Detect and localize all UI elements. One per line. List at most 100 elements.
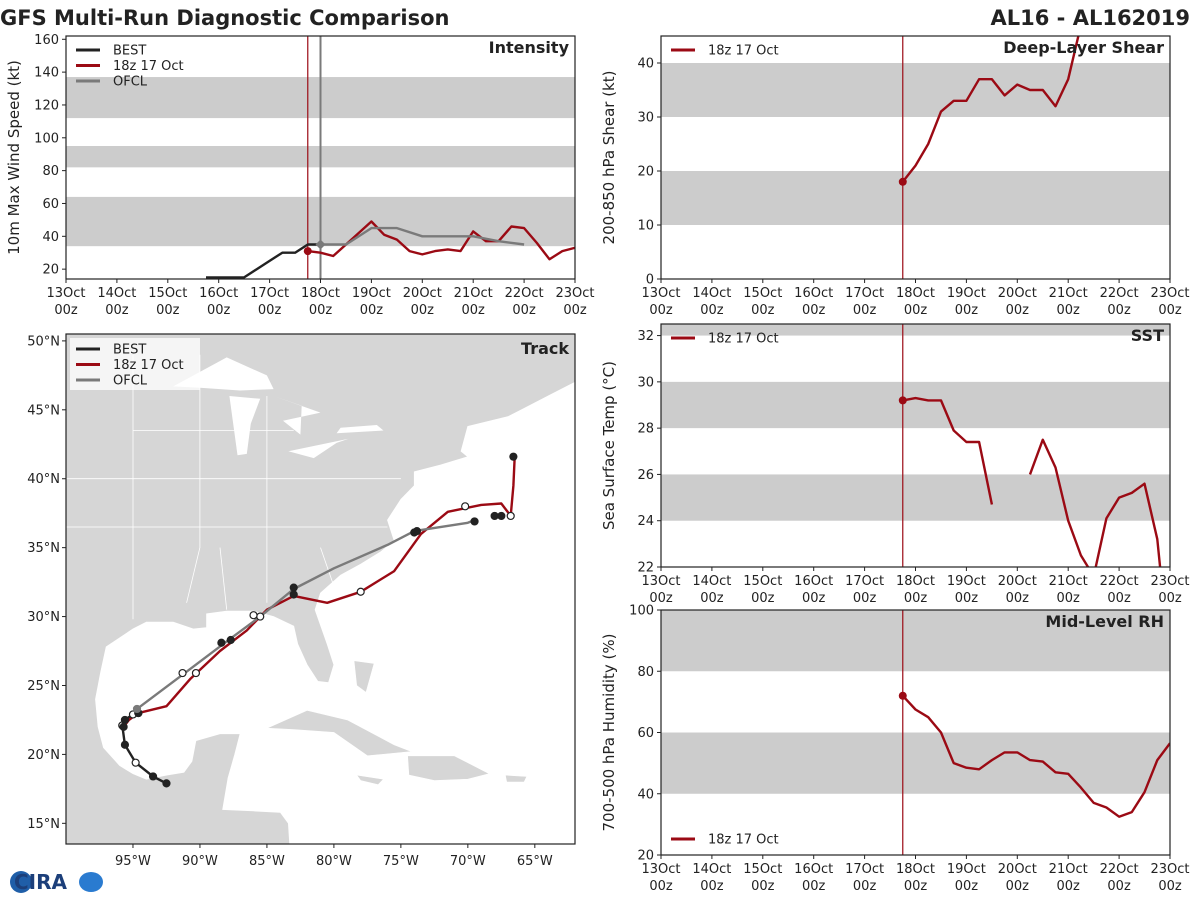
intensity-xtick-label-9: 22Oct bbox=[505, 286, 544, 301]
track-point-3-6 bbox=[461, 502, 470, 511]
intensity-series-1 bbox=[307, 220, 575, 261]
rh-xtick-sublabel-6: 00z bbox=[955, 879, 979, 894]
intensity-xtick-label-5: 18Oct bbox=[301, 286, 340, 301]
sst-xtick-label-0: 13Oct bbox=[641, 574, 680, 589]
track-point-2-5 bbox=[470, 517, 479, 526]
intensity-xtick-label-10: 23Oct bbox=[555, 286, 594, 301]
sst-xtick-sublabel-6: 00z bbox=[955, 591, 979, 606]
shear-xtick-label-1: 14Oct bbox=[692, 286, 731, 301]
track-ytick-label-5: 40°N bbox=[27, 472, 60, 487]
track-point-1-3 bbox=[497, 511, 506, 521]
rh-xtick-label-0: 13Oct bbox=[641, 862, 680, 877]
rh-series-0 bbox=[901, 694, 1170, 818]
shear-ytick-label-1: 10 bbox=[637, 219, 654, 234]
shear-xtick-label-4: 17Oct bbox=[845, 286, 884, 301]
sst-xtick-label-2: 15Oct bbox=[743, 574, 782, 589]
intensity-xtick-sublabel-10: 00z bbox=[563, 303, 587, 318]
track-xtick-label-5: 70°W bbox=[450, 854, 486, 869]
rh-xtick-label-10: 23Oct bbox=[1150, 862, 1189, 877]
sst-ytick-label-1: 24 bbox=[637, 514, 654, 529]
track-ytick-label-3: 30°N bbox=[27, 610, 60, 625]
sst-band-2 bbox=[661, 324, 1170, 336]
rh-ytick-label-1: 40 bbox=[637, 787, 654, 802]
track-ytick-label-1: 20°N bbox=[27, 748, 60, 763]
track-point-2-3 bbox=[289, 583, 298, 592]
intensity-xtick-label-7: 20Oct bbox=[403, 286, 442, 301]
track-frame bbox=[65, 333, 576, 845]
intensity-ytick-label-3: 80 bbox=[42, 164, 59, 179]
track-point-3-0 bbox=[178, 668, 187, 678]
state-border-1 bbox=[186, 354, 201, 603]
island-2 bbox=[356, 774, 385, 786]
intensity-series-0 bbox=[206, 243, 321, 279]
intensity-start-marker-1 bbox=[303, 247, 312, 256]
track-legend-label-0: BEST bbox=[113, 343, 146, 358]
shear-xtick-label-3: 16Oct bbox=[794, 286, 833, 301]
sst-ytick-label-3: 28 bbox=[637, 422, 654, 437]
intensity-ytick-label-6: 140 bbox=[34, 66, 59, 81]
shear-xtick-label-9: 22Oct bbox=[1100, 286, 1139, 301]
sst-ytick-label-5: 32 bbox=[637, 329, 654, 344]
intensity-xtick-label-4: 17Oct bbox=[250, 286, 289, 301]
track-chart: 95°W 90°W 85°W 80°W 75°W 70°W 65°W 15°N 20°N 25°N… bbox=[27, 333, 576, 869]
sst-xtick-sublabel-0: 00z bbox=[649, 591, 673, 606]
track-point-3-5 bbox=[412, 527, 422, 536]
sst-chart: 13Oct 00z 14Oct 00z 15Oct 00z 16Oct 00z 17Oct 00z… bbox=[600, 323, 1190, 606]
shear-xtick-sublabel-8: 00z bbox=[1057, 303, 1081, 318]
intensity-xtick-sublabel-6: 00z bbox=[360, 303, 384, 318]
rh-xtick-label-8: 21Oct bbox=[1049, 862, 1088, 877]
intensity-xtick-sublabel-1: 00z bbox=[105, 303, 129, 318]
page-title: GFS Multi-Run Diagnostic Comparison bbox=[0, 6, 450, 30]
track-title: Track bbox=[521, 339, 569, 358]
intensity-start-marker-2 bbox=[315, 239, 326, 250]
sst-xtick-label-7: 20Oct bbox=[998, 574, 1037, 589]
track-ytick-label-2: 25°N bbox=[27, 679, 60, 694]
intensity-xtick-label-2: 15Oct bbox=[148, 286, 187, 301]
sst-title: SST bbox=[1131, 326, 1164, 345]
rh-xtick-sublabel-7: 00z bbox=[1006, 879, 1030, 894]
sst-xtick-label-1: 14Oct bbox=[692, 574, 731, 589]
sst-band-0 bbox=[661, 474, 1170, 521]
shear-ytick-label-0: 0 bbox=[646, 273, 654, 288]
intensity-ytick-label-4: 100 bbox=[34, 131, 59, 146]
rh-ytick-label-0: 20 bbox=[637, 849, 654, 864]
land-north-america bbox=[66, 334, 575, 844]
lake-2 bbox=[273, 396, 321, 435]
track-point-0-0 bbox=[162, 779, 171, 788]
shear-xtick-sublabel-1: 00z bbox=[700, 303, 724, 318]
sst-start-marker-0 bbox=[898, 396, 907, 405]
shear-xtick-sublabel-3: 00z bbox=[802, 303, 826, 318]
sst-xtick-sublabel-5: 00z bbox=[904, 591, 928, 606]
track-point-2-2 bbox=[256, 612, 265, 621]
intensity-ytick-label-0: 20 bbox=[42, 263, 59, 278]
sst-ylabel: Sea Surface Temp (°C) bbox=[600, 361, 618, 530]
shear-ytick-label-4: 40 bbox=[637, 57, 654, 72]
intensity-ytick-label-5: 120 bbox=[34, 98, 59, 113]
intensity-ylabel: 10m Max Wind Speed (kt) bbox=[5, 60, 23, 255]
cira-logo: CIRA bbox=[10, 870, 103, 894]
sst-xtick-label-5: 18Oct bbox=[896, 574, 935, 589]
sst-xtick-sublabel-1: 00z bbox=[700, 591, 724, 606]
lake-3 bbox=[288, 438, 349, 459]
rh-band-0 bbox=[661, 732, 1170, 794]
sst-band-1 bbox=[661, 381, 1170, 429]
shear-xtick-sublabel-4: 00z bbox=[853, 303, 877, 318]
sst-xtick-sublabel-8: 00z bbox=[1057, 591, 1081, 606]
shear-xtick-label-0: 13Oct bbox=[641, 286, 680, 301]
sst-xtick-label-4: 17Oct bbox=[845, 574, 884, 589]
rh-xtick-label-6: 19Oct bbox=[947, 862, 986, 877]
sst-ytick-label-2: 26 bbox=[637, 468, 654, 483]
sst-xtick-sublabel-9: 00z bbox=[1107, 591, 1131, 606]
sst-legend-label-0: 18z 17 Oct bbox=[708, 332, 779, 347]
intensity-xtick-sublabel-0: 00z bbox=[54, 303, 78, 318]
intensity-xtick-sublabel-7: 00z bbox=[411, 303, 435, 318]
state-border-7 bbox=[320, 547, 335, 587]
track-xtick-label-4: 75°W bbox=[383, 854, 419, 869]
shear-series-0 bbox=[901, 36, 1080, 183]
rh-xtick-sublabel-10: 00z bbox=[1158, 879, 1182, 894]
track-xtick-label-0: 95°W bbox=[115, 854, 151, 869]
rh-xtick-label-9: 22Oct bbox=[1100, 862, 1139, 877]
island-4 bbox=[353, 660, 375, 693]
shear-start-marker-0 bbox=[898, 177, 907, 186]
shear-xtick-label-8: 21Oct bbox=[1049, 286, 1088, 301]
